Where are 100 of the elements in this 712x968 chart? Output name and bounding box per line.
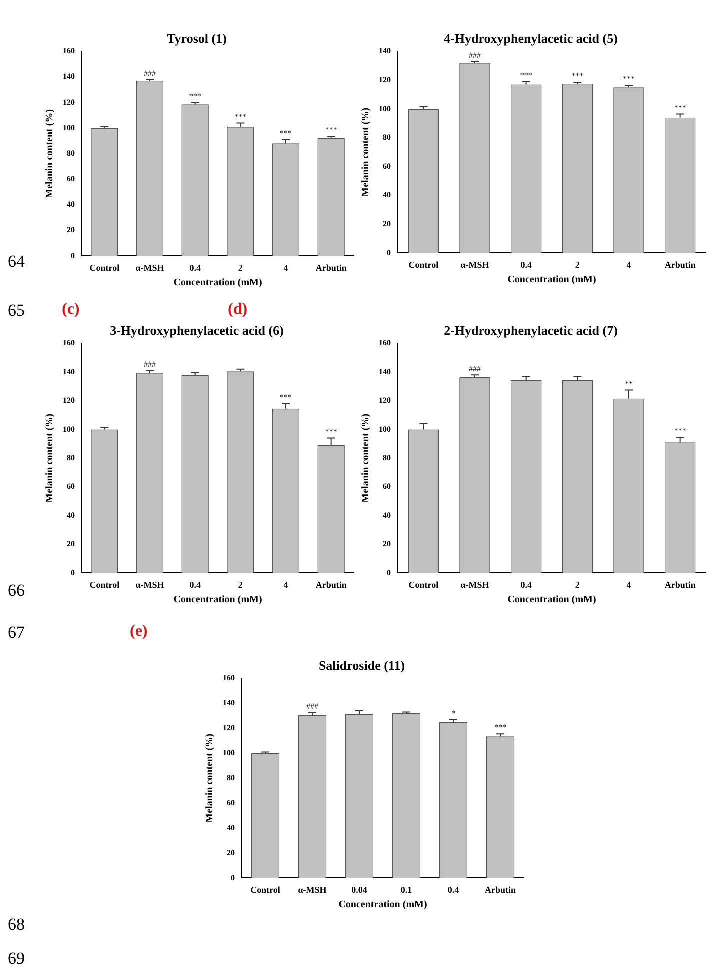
chart-title: Tyrosol (1) [167, 31, 227, 46]
y-tick-label: 160 [223, 674, 235, 683]
x-tick-label: 2 [575, 580, 580, 590]
y-tick-label: 0 [71, 568, 75, 578]
x-axis-title: Concentration (mM) [174, 278, 262, 289]
y-tick-label: 60 [67, 482, 75, 492]
annotation: *** [280, 392, 292, 402]
y-tick-label: 80 [67, 148, 75, 158]
y-tick-label: 100 [223, 748, 235, 758]
y-tick-label: 140 [63, 72, 75, 82]
x-tick-label: α-MSH [136, 262, 164, 273]
x-tick-label: Control [408, 260, 440, 270]
annotation: ### [144, 68, 156, 78]
x-tick-label: 0.4 [520, 260, 532, 270]
y-axis-title: Melanin content (%) [44, 109, 56, 198]
x-tick-label: 4 [284, 262, 289, 273]
x-tick-label: α-MSH [460, 260, 490, 270]
x-tick-label: α-MSH [460, 580, 490, 590]
annotation: ### [469, 50, 481, 60]
x-tick-label: 4 [284, 580, 289, 590]
x-tick-label: Control [250, 884, 281, 895]
x-tick-label: α-MSH [136, 580, 164, 590]
chart-title: 3-Hydroxyphenylacetic acid (6) [110, 323, 284, 338]
x-tick-label: 0.4 [190, 262, 202, 273]
annotation: ** [625, 379, 633, 388]
y-tick-label: 140 [379, 46, 391, 56]
x-tick-label: Arbutin [664, 580, 696, 590]
y-tick-label: 160 [63, 46, 75, 56]
x-tick-label: 4 [626, 580, 632, 590]
annotation: *** [674, 103, 686, 112]
text: 68 [8, 915, 25, 934]
y-tick-label: 140 [379, 367, 391, 376]
x-tick-label: Arbutin [484, 884, 516, 895]
y-tick-label: 40 [383, 510, 391, 520]
y-tick-label: 80 [383, 453, 391, 462]
chart-title: 4-Hydroxyphenylacetic acid (5) [444, 31, 618, 46]
y-tick-label: 20 [67, 540, 75, 549]
x-tick-label: Arbutin [316, 262, 347, 273]
y-tick-label: 140 [223, 698, 235, 708]
y-tick-label: 40 [383, 190, 391, 200]
x-axis-title: Concentration (mM) [338, 900, 428, 911]
x-axis-title: Concentration (mM) [174, 594, 262, 606]
y-tick-label: 20 [227, 848, 235, 858]
y-tick-label: 120 [379, 75, 391, 84]
annotation: ### [469, 364, 481, 374]
y-tick-label: 0 [71, 251, 75, 260]
x-tick-label: 2 [238, 580, 244, 590]
annotation: *** [623, 74, 635, 84]
text: 65 [8, 301, 25, 320]
y-tick-label: 100 [63, 424, 75, 434]
y-tick-label: 60 [227, 798, 235, 808]
annotation: ### [306, 702, 318, 711]
x-axis-title: Concentration (mM) [508, 274, 596, 286]
y-tick-label: 0 [231, 873, 235, 882]
y-axis-title: Melanin content (%) [360, 108, 372, 197]
y-tick-label: 60 [383, 482, 391, 492]
y-tick-label: 60 [67, 174, 75, 184]
y-tick-label: 120 [223, 724, 235, 733]
y-tick-label: 140 [63, 367, 75, 376]
x-tick-label: 2 [575, 260, 580, 270]
text: 67 [8, 623, 25, 642]
y-tick-label: 120 [63, 396, 75, 406]
text: 64 [8, 252, 25, 271]
y-axis-title: Melanin content (%) [44, 414, 56, 503]
x-tick-label: 0.4 [520, 580, 532, 590]
text: (e) [130, 623, 148, 640]
x-tick-label: 0.04 [352, 884, 368, 895]
text: 66 [8, 581, 25, 600]
x-tick-label: 2 [238, 262, 244, 273]
y-tick-label: 20 [67, 226, 75, 235]
x-tick-label: 0.1 [400, 884, 413, 895]
y-tick-label: 160 [379, 338, 391, 348]
chart-title: 2-Hydroxyphenylacetic acid (7) [444, 323, 618, 338]
y-tick-label: 80 [67, 453, 75, 462]
y-tick-label: 40 [227, 823, 235, 832]
text: (d) [228, 301, 248, 318]
y-tick-label: 20 [383, 219, 391, 228]
y-tick-label: 160 [63, 338, 75, 348]
annotation: *** [520, 70, 532, 80]
y-axis-title: Melanin content (%) [204, 734, 216, 823]
y-tick-label: 40 [67, 510, 75, 520]
x-tick-label: α-MSH [298, 884, 327, 895]
y-axis-title: Melanin content (%) [360, 414, 372, 503]
y-tick-label: 100 [379, 104, 391, 114]
x-tick-label: 0.4 [448, 884, 460, 895]
annotation: *** [325, 427, 338, 436]
annotation: *** [189, 92, 202, 101]
y-tick-label: 20 [383, 540, 391, 549]
y-tick-label: 100 [379, 424, 391, 434]
x-tick-label: Control [90, 580, 120, 590]
x-tick-label: Control [90, 262, 120, 273]
annotation: *** [674, 426, 686, 436]
text: (c) [62, 301, 80, 318]
x-tick-label: 4 [626, 260, 632, 270]
y-tick-label: 60 [383, 162, 391, 171]
y-tick-label: 40 [67, 200, 75, 210]
x-tick-label: Arbutin [316, 580, 347, 590]
annotation: ### [144, 360, 156, 369]
annotation: *** [572, 72, 584, 81]
x-tick-label: Arbutin [664, 260, 696, 270]
